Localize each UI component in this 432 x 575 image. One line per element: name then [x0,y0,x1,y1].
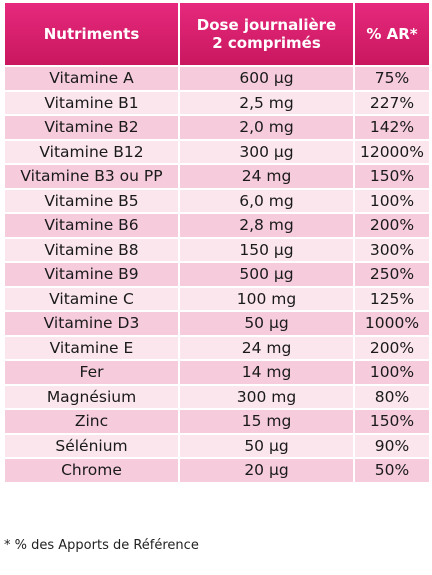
footnote: * % des Apports de Référence [4,538,199,553]
ar-percent-cell: 227% [355,91,429,114]
dose-cell: 2,0 mg [180,116,353,139]
dose-cell: 24 mg [180,165,353,188]
ar-percent-cell: 90% [355,434,429,457]
nutrient-cell: Vitamine B2 [5,116,178,139]
table-row: Magnésium 300 mg 80% [5,385,429,408]
dose-cell: 14 mg [180,361,353,384]
header-ar: % AR* [355,3,429,65]
dose-cell: 2,8 mg [180,214,353,237]
nutrient-cell: Magnésium [5,385,178,408]
nutrient-cell: Zinc [5,410,178,433]
nutrient-cell: Vitamine B6 [5,214,178,237]
dose-cell: 20 µg [180,459,353,482]
table-body: Vitamine A 600 µg 75% Vitamine B1 2,5 mg 227%… [5,67,429,482]
header-nutriments: Nutriments [5,3,178,65]
nutrient-cell: Vitamine B12 [5,140,178,163]
ar-percent-cell: 300% [355,238,429,261]
nutrient-cell: Vitamine C [5,287,178,310]
header-dose: Dose journalière 2 comprimés [180,3,353,65]
table-row: Vitamine B12 300 µg 12000% [5,140,429,163]
ar-percent-cell: 75% [355,67,429,90]
ar-percent-cell: 12000% [355,140,429,163]
dose-cell: 500 µg [180,263,353,286]
dose-cell: 600 µg [180,67,353,90]
table-row: Vitamine A 600 µg 75% [5,67,429,90]
ar-percent-cell: 1000% [355,312,429,335]
ar-percent-cell: 80% [355,385,429,408]
nutrition-table: Nutriments Dose journalière 2 comprimés % A… [3,1,431,484]
table-row: Vitamine D3 50 µg 1000% [5,312,429,335]
dose-cell: 100 mg [180,287,353,310]
header-line: Nutriments [43,25,140,43]
ar-percent-cell: 142% [355,116,429,139]
header-row: Nutriments Dose journalière 2 comprimés % A… [5,3,429,65]
nutrient-cell: Vitamine E [5,336,178,359]
ar-percent-cell: 200% [355,214,429,237]
ar-percent-cell: 150% [355,165,429,188]
table-row: Vitamine B1 2,5 mg 227% [5,91,429,114]
ar-percent-cell: 100% [355,361,429,384]
header-line: Dose journalière [196,16,337,34]
nutrient-cell: Vitamine B9 [5,263,178,286]
dose-cell: 2,5 mg [180,91,353,114]
table-row: Sélénium 50 µg 90% [5,434,429,457]
dose-cell: 15 mg [180,410,353,433]
header-line: % AR* [366,25,418,43]
ar-percent-cell: 150% [355,410,429,433]
dose-cell: 24 mg [180,336,353,359]
ar-percent-cell: 50% [355,459,429,482]
nutrient-cell: Chrome [5,459,178,482]
dose-cell: 150 µg [180,238,353,261]
ar-percent-cell: 250% [355,263,429,286]
table-row: Vitamine C 100 mg 125% [5,287,429,310]
nutrient-cell: Vitamine B3 ou PP [5,165,178,188]
ar-percent-cell: 200% [355,336,429,359]
dose-cell: 50 µg [180,312,353,335]
table-row: Vitamine B2 2,0 mg 142% [5,116,429,139]
nutrient-cell: Vitamine A [5,67,178,90]
nutrient-cell: Vitamine B1 [5,91,178,114]
ar-percent-cell: 125% [355,287,429,310]
table-row: Vitamine B6 2,8 mg 200% [5,214,429,237]
table-row: Zinc 15 mg 150% [5,410,429,433]
table-row: Fer 14 mg 100% [5,361,429,384]
header-line: 2 comprimés [212,34,321,52]
nutrient-cell: Fer [5,361,178,384]
table-row: Vitamine E 24 mg 200% [5,336,429,359]
nutrient-cell: Vitamine B5 [5,189,178,212]
table-row: Chrome 20 µg 50% [5,459,429,482]
nutrient-cell: Vitamine D3 [5,312,178,335]
table-row: Vitamine B3 ou PP 24 mg 150% [5,165,429,188]
dose-cell: 6,0 mg [180,189,353,212]
dose-cell: 300 µg [180,140,353,163]
table-row: Vitamine B9 500 µg 250% [5,263,429,286]
ar-percent-cell: 100% [355,189,429,212]
dose-cell: 300 mg [180,385,353,408]
nutrient-cell: Vitamine B8 [5,238,178,261]
table-row: Vitamine B5 6,0 mg 100% [5,189,429,212]
table-row: Vitamine B8 150 µg 300% [5,238,429,261]
dose-cell: 50 µg [180,434,353,457]
nutrient-cell: Sélénium [5,434,178,457]
table-header: Nutriments Dose journalière 2 comprimés % A… [5,3,429,65]
